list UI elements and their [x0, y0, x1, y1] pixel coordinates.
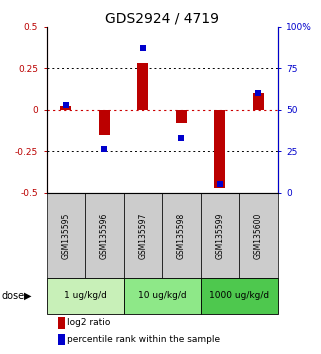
- Text: dose: dose: [2, 291, 25, 301]
- Bar: [214, 110, 225, 188]
- Text: GSM135596: GSM135596: [100, 212, 109, 258]
- Bar: [85, 193, 124, 278]
- Text: percentile rank within the sample: percentile rank within the sample: [67, 335, 221, 344]
- Bar: [58, 317, 65, 329]
- Bar: [137, 63, 148, 110]
- Title: GDS2924 / 4719: GDS2924 / 4719: [105, 11, 219, 25]
- Text: GSM135600: GSM135600: [254, 212, 263, 258]
- Point: [256, 90, 261, 96]
- Bar: [47, 193, 85, 278]
- Bar: [176, 110, 187, 123]
- Text: 1000 ug/kg/d: 1000 ug/kg/d: [209, 291, 269, 301]
- Bar: [239, 193, 278, 278]
- Bar: [201, 193, 239, 278]
- Point: [102, 147, 107, 152]
- Bar: [47, 278, 124, 314]
- Text: GSM135599: GSM135599: [215, 212, 224, 258]
- Bar: [124, 193, 162, 278]
- Text: 1 ug/kg/d: 1 ug/kg/d: [64, 291, 107, 301]
- Text: GSM135597: GSM135597: [138, 212, 147, 258]
- Text: ▶: ▶: [23, 291, 31, 301]
- Text: log2 ratio: log2 ratio: [67, 319, 111, 327]
- Point: [217, 182, 222, 187]
- Bar: [58, 333, 65, 345]
- Point: [140, 45, 145, 51]
- Bar: [60, 106, 71, 110]
- Bar: [253, 93, 264, 110]
- Bar: [162, 193, 201, 278]
- Point: [179, 135, 184, 141]
- Bar: [99, 110, 110, 135]
- Point: [63, 102, 68, 108]
- Text: GSM135598: GSM135598: [177, 212, 186, 258]
- Text: 10 ug/kg/d: 10 ug/kg/d: [138, 291, 187, 301]
- Bar: [201, 278, 278, 314]
- Text: GSM135595: GSM135595: [61, 212, 70, 258]
- Bar: [124, 278, 201, 314]
